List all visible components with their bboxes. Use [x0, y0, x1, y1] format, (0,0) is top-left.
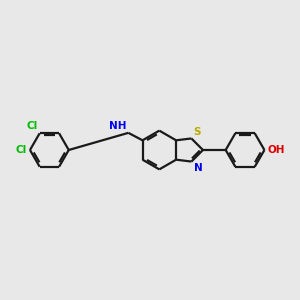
Text: Cl: Cl	[16, 145, 27, 155]
Text: NH: NH	[110, 121, 127, 130]
Text: Cl: Cl	[26, 121, 38, 130]
Text: N: N	[194, 163, 202, 173]
Text: S: S	[194, 127, 201, 137]
Text: OH: OH	[267, 145, 284, 155]
